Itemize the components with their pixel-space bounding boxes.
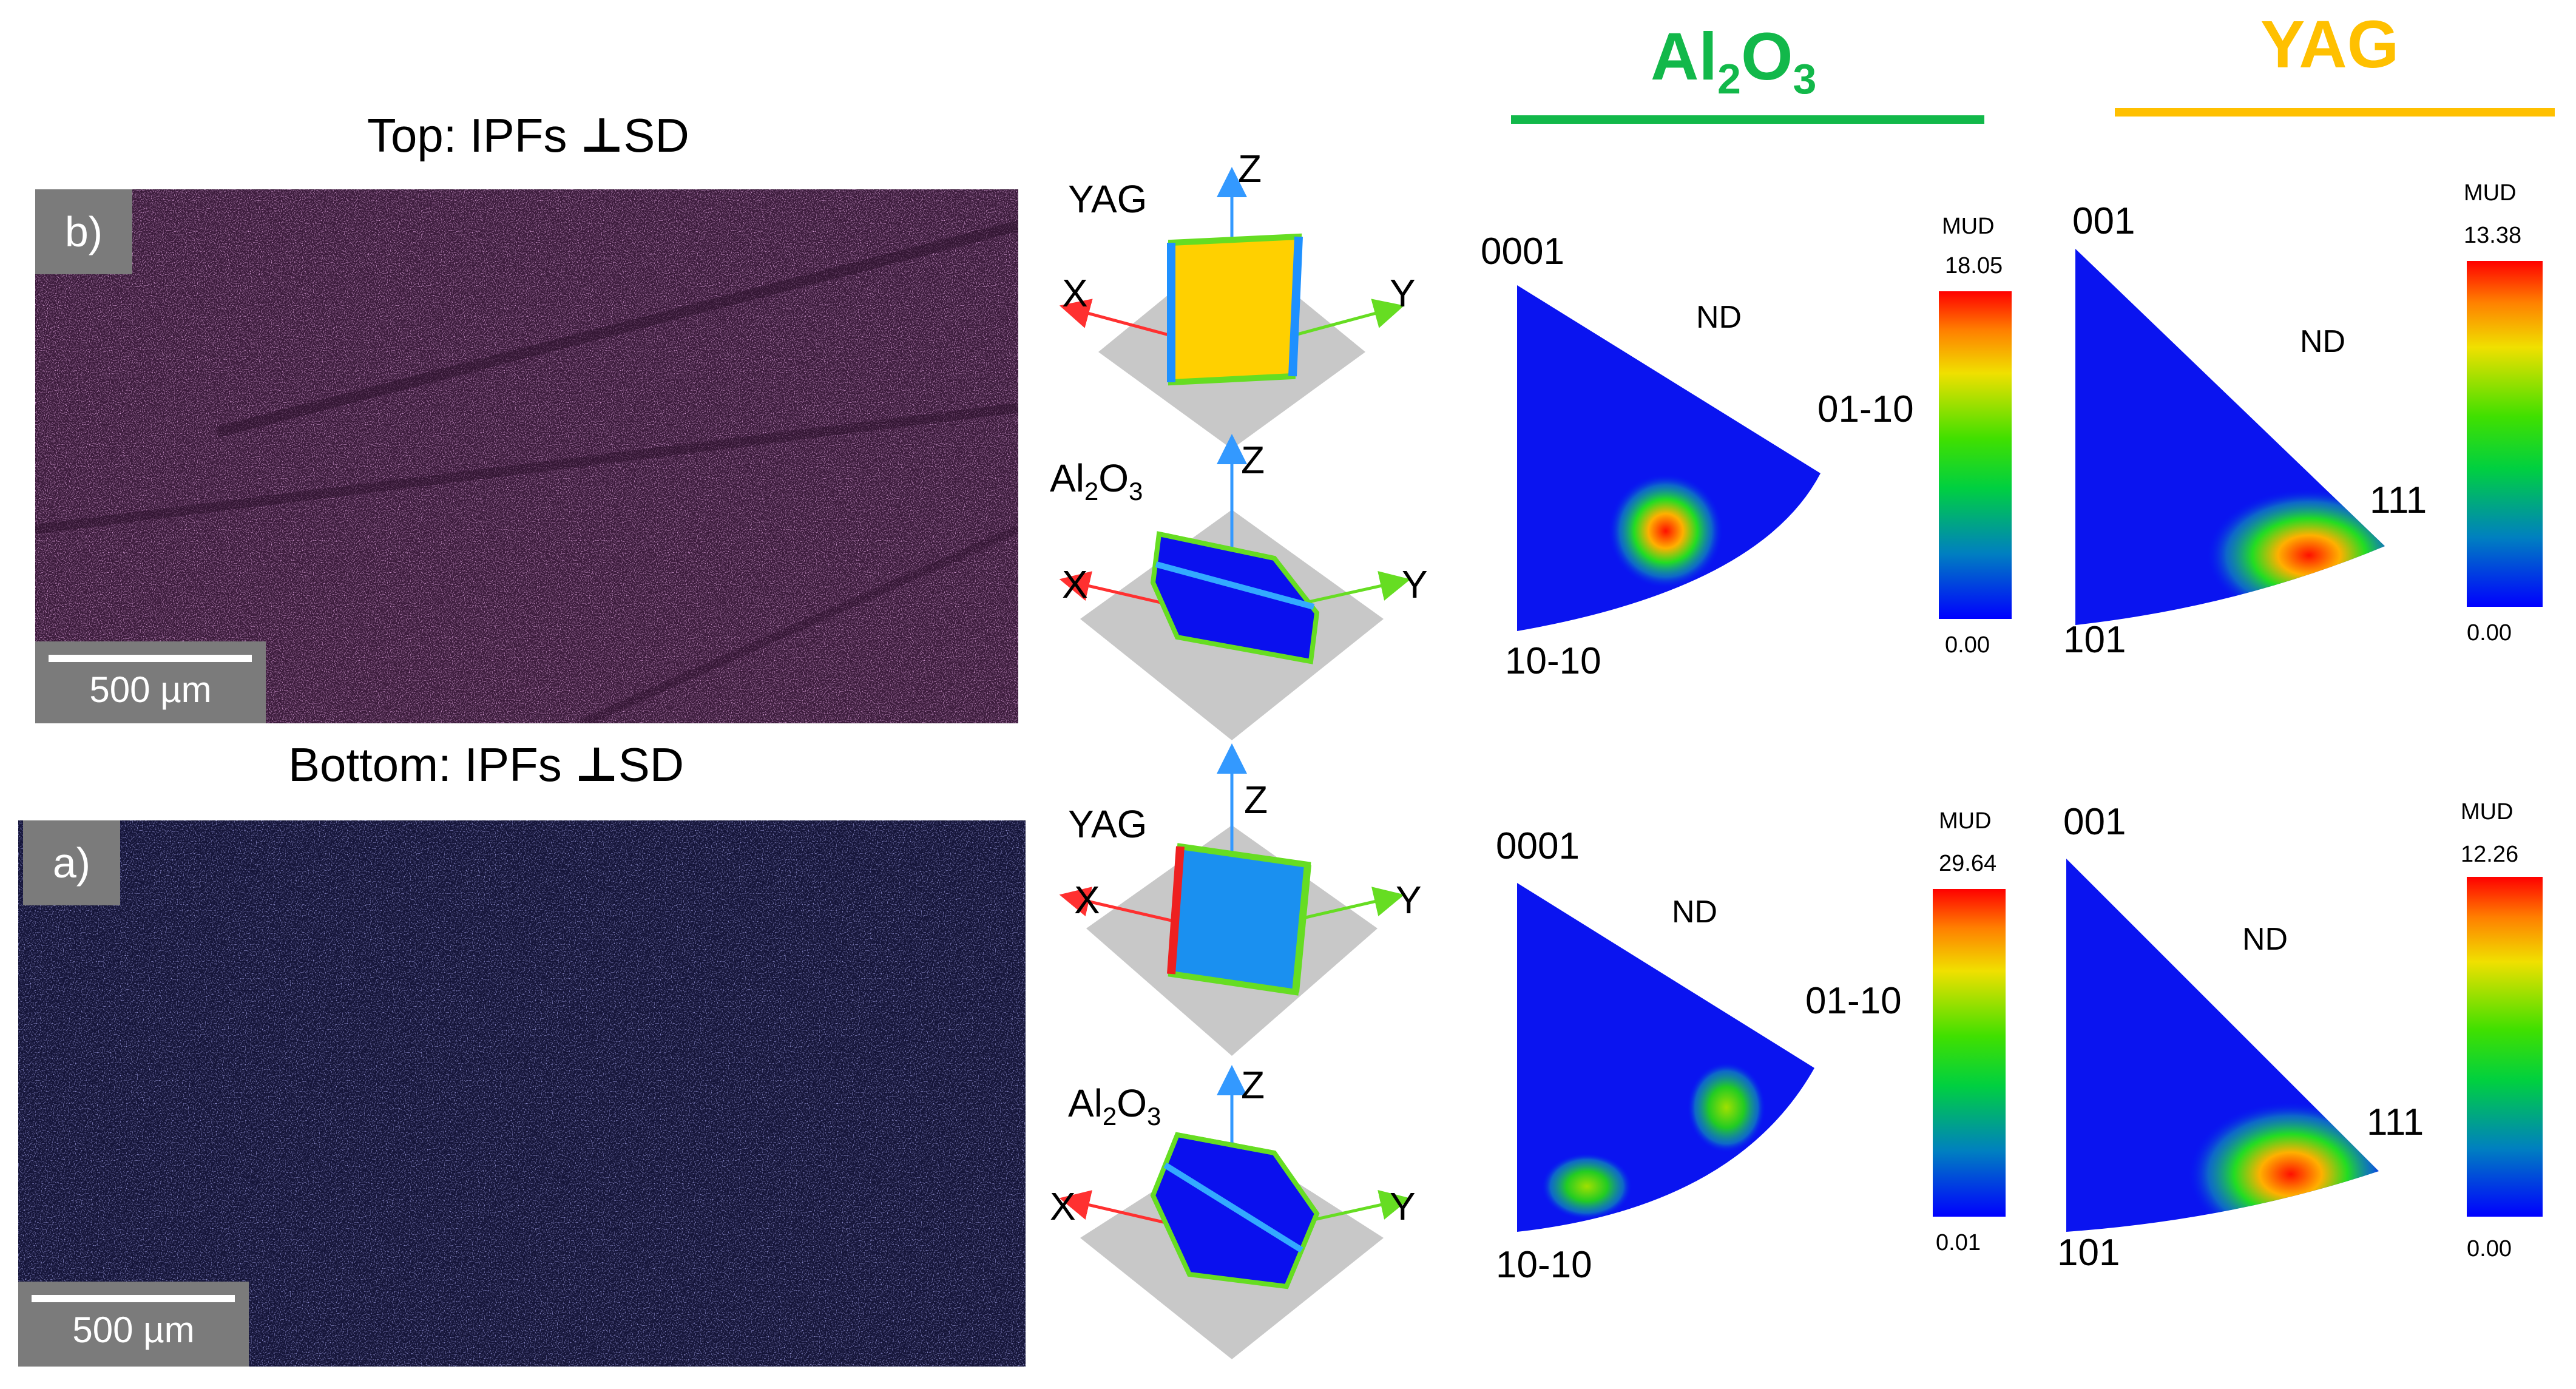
bottom-yag-pole-111: 111 [2367,1101,2424,1143]
bottom-yag-axis-y: Y [1396,878,1422,922]
bottom-scale-bar [32,1295,235,1302]
top-al2o3-crystal [1059,434,1411,740]
top-yag-cbar-title: MUD [2464,180,2517,206]
bottom-al2o3-pole-01-10: 01-10 [1805,980,1902,1022]
bottom-al2o3-pole-10-10: 10-10 [1496,1244,1592,1286]
top-panel-label: b) [35,189,132,274]
top-yag-crystal [1059,167,1405,449]
top-al2o3-cbar-max: 18.05 [1945,253,2003,279]
bottom-yag-crystal [1059,743,1405,1056]
bottom-al2o3-crystal [1059,1065,1411,1359]
top-yag-axis-x: X [1062,271,1088,315]
top-al2o3-cbar-min: 0.00 [1945,632,1990,658]
top-al2o3-colorbar [1939,291,2012,619]
yag-header: YAG [2260,7,2399,82]
bottom-yag-nd: ND [2242,922,2288,957]
bottom-scale-box: 500 µm [18,1282,249,1367]
bottom-yag-pole-001: 001 [2063,801,2126,843]
top-yag-axis-z: Z [1238,147,1262,191]
al2o3-header-line [1511,115,1984,124]
bottom-yag-axis-x: X [1074,878,1100,922]
top-yag-cbar-min: 0.00 [2467,620,2512,646]
bottom-yag-cbar-title: MUD [2461,799,2513,825]
crystal-schematics: YAG X Y Z Al2O3 X Y Z YAG X Y Z Al2O3 X [1050,147,1428,1359]
top-yag-pole-101: 101 [2063,619,2126,661]
top-yag-nd: ND [2300,324,2345,359]
top-yag-pole-figure [2075,249,2385,625]
top-scale-box: 500 µm [35,641,266,723]
bottom-al2o3-axis-z: Z [1241,1063,1265,1107]
top-yag-colorbar [2467,261,2543,607]
bottom-map-texture [18,820,1026,1367]
bottom-al2o3-nd: ND [1672,894,1717,930]
bottom-yag-colorbar [2467,877,2543,1217]
bottom-al2o3-cbar-min: 0.01 [1936,1230,1981,1256]
bottom-ebsd-map: a) 500 µm [18,820,1026,1367]
al2o3-header: Al2O3 [1651,19,1817,103]
perpendicular-icon: ⊥ [580,109,624,162]
bottom-scale-text: 500 µm [72,1310,195,1350]
bottom-al2o3-cbar-title: MUD [1939,808,1992,834]
bottom-al2o3-axis-y: Y [1390,1185,1416,1228]
bottom-map-title: Bottom: IPFs ⊥SD [288,737,684,793]
top-yag-pole-001: 001 [2072,200,2135,242]
bottom-al2o3-peak-2 [1687,1062,1766,1153]
bottom-title-suffix: SD [618,738,685,791]
bottom-al2o3-cbar-max: 29.64 [1939,851,1996,876]
perpendicular-icon: ⊥ [575,738,618,791]
bottom-al2o3-axis-x: X [1050,1185,1076,1228]
top-title-suffix: SD [623,109,689,162]
top-yag-label: YAG [1068,177,1147,221]
bottom-al2o3-label: Al2O3 [1068,1081,1161,1130]
top-yag-pole-111: 111 [2370,479,2427,521]
bottom-al2o3-pole-figure [1517,883,1814,1232]
top-al2o3-axis-z: Z [1241,438,1265,482]
top-al2o3-label: Al2O3 [1050,456,1143,505]
top-al2o3-pole-0001: 0001 [1481,231,1564,272]
top-al2o3-pole-01-10: 01-10 [1817,388,1914,430]
bottom-title-text: Bottom: IPFs [288,738,562,791]
top-al2o3-peak [1608,473,1723,589]
bottom-al2o3-colorbar [1933,889,2006,1217]
bottom-yag-pole-figure [2066,859,2379,1232]
top-al2o3-pole-figure [1517,285,1820,631]
top-al2o3-axis-y: Y [1402,563,1428,606]
bottom-yag-axis-z: Z [1244,778,1268,822]
top-map-texture [35,189,1018,723]
bottom-yag-label: YAG [1068,802,1147,846]
bottom-panel-label: a) [23,820,120,905]
top-yag-axis-y: Y [1390,271,1416,315]
bottom-yag-peak [2188,1101,2379,1232]
top-al2o3-axis-x: X [1062,563,1088,606]
bottom-al2o3-pole-0001: 0001 [1496,825,1580,867]
pole-figures: 0001 ND 01-10 10-10 MUD 18.05 0.00 001 N… [1481,180,2543,1286]
top-al2o3-pole-10-10: 10-10 [1505,640,1601,682]
top-map-title: Top: IPFs ⊥SD [367,108,689,163]
bottom-yag-cbar-min: 0.00 [2467,1236,2512,1262]
top-title-text: Top: IPFs [367,109,567,162]
top-yag-cbar-max: 13.38 [2464,223,2521,248]
yag-header-line [2115,108,2555,117]
top-scale-bar [49,655,252,662]
top-scale-text: 500 µm [89,669,212,710]
top-ebsd-map: b) 500 µm [35,189,1018,723]
bottom-al2o3-peak-1 [1541,1153,1632,1220]
top-al2o3-cbar-title: MUD [1942,214,1995,239]
bottom-yag-pole-101: 101 [2057,1232,2120,1274]
top-al2o3-nd: ND [1696,300,1742,335]
bottom-yag-cbar-max: 12.26 [2461,842,2518,867]
